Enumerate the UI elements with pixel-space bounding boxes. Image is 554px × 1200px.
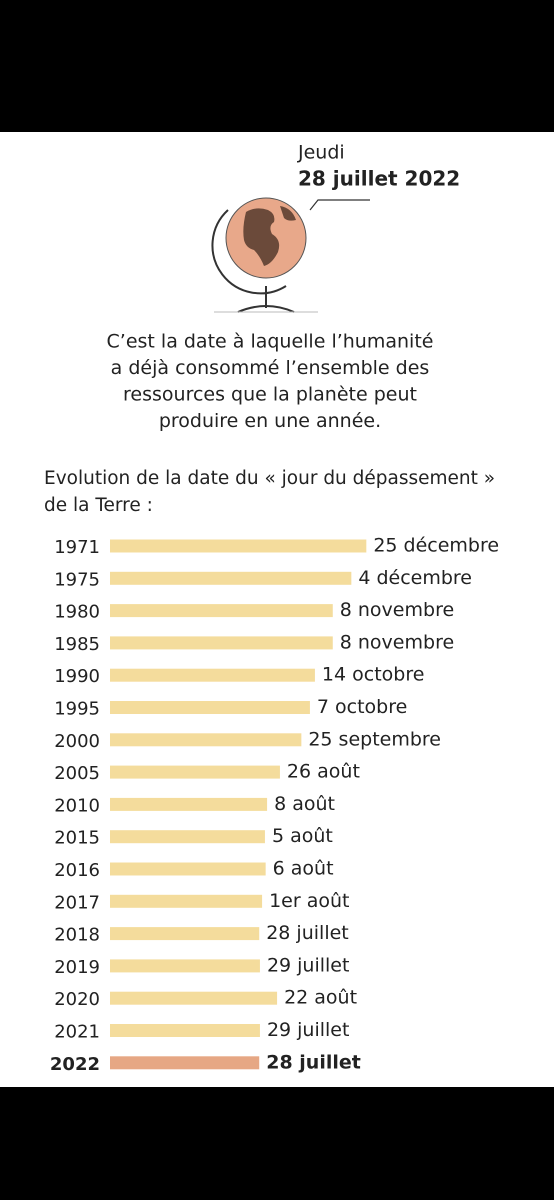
value-label: 29 juillet <box>267 1019 350 1041</box>
description-line: produire en une année. <box>159 410 381 432</box>
bar <box>110 830 265 844</box>
value-label: 7 octobre <box>317 696 407 718</box>
value-label: 25 décembre <box>373 535 499 557</box>
y-tick-label: 2005 <box>54 763 100 784</box>
value-label: 22 août <box>284 987 357 1009</box>
y-tick-label: 1975 <box>54 569 100 590</box>
bar <box>110 571 352 585</box>
bar <box>110 959 260 973</box>
y-tick-label: 2022 <box>50 1054 100 1075</box>
value-label: 6 août <box>273 858 334 880</box>
bar <box>110 894 263 908</box>
bar <box>110 765 280 779</box>
chart-title: de la Terre : <box>44 495 153 516</box>
y-tick-label: 2018 <box>54 925 100 946</box>
value-label: 8 novembre <box>340 599 454 621</box>
value-label: 28 juillet <box>266 1051 361 1073</box>
value-label: 8 novembre <box>340 631 454 653</box>
description-line: a déjà consommé l’ensemble des <box>111 357 430 379</box>
y-tick-label: 2010 <box>54 795 100 816</box>
header-day: Jeudi <box>297 142 345 164</box>
bar <box>110 1024 260 1037</box>
value-label: 25 septembre <box>308 728 441 750</box>
bar <box>110 604 333 618</box>
chart-title: Evolution de la date du « jour du dépass… <box>44 468 495 489</box>
value-label: 29 juillet <box>267 954 350 976</box>
y-tick-label: 2019 <box>54 957 100 978</box>
bar <box>110 862 266 876</box>
header-date: 28 juillet 2022 <box>298 167 460 191</box>
value-label: 4 décembre <box>358 567 472 589</box>
bar <box>110 927 260 941</box>
y-tick-label: 1985 <box>54 634 100 655</box>
bar <box>110 701 310 714</box>
y-tick-label: 2020 <box>54 989 100 1010</box>
value-label: 28 juillet <box>266 922 349 944</box>
bar <box>110 636 333 650</box>
value-label: 8 août <box>274 793 335 815</box>
bar <box>110 797 268 811</box>
description-line: ressources que la planète peut <box>123 384 417 406</box>
value-label: 14 octobre <box>322 664 425 686</box>
y-tick-label: 1995 <box>54 699 100 720</box>
bar <box>110 539 367 553</box>
bar <box>110 1056 260 1070</box>
y-tick-label: 2017 <box>54 892 100 913</box>
bar <box>110 733 302 747</box>
value-label: 26 août <box>287 761 360 783</box>
bar <box>110 668 315 682</box>
y-tick-label: 1980 <box>54 602 100 623</box>
y-tick-label: 2000 <box>54 731 100 752</box>
description-line: C’est la date à laquelle l’humanité <box>107 331 434 353</box>
y-tick-label: 1971 <box>54 537 100 558</box>
globe-icon <box>211 197 370 313</box>
value-label: 5 août <box>272 825 333 847</box>
y-tick-label: 2016 <box>54 860 100 881</box>
y-tick-label: 2015 <box>54 828 100 849</box>
bar <box>110 991 278 1005</box>
y-tick-label: 1990 <box>54 666 100 687</box>
y-tick-label: 2021 <box>54 1022 100 1043</box>
value-label: 1er août <box>269 890 349 912</box>
